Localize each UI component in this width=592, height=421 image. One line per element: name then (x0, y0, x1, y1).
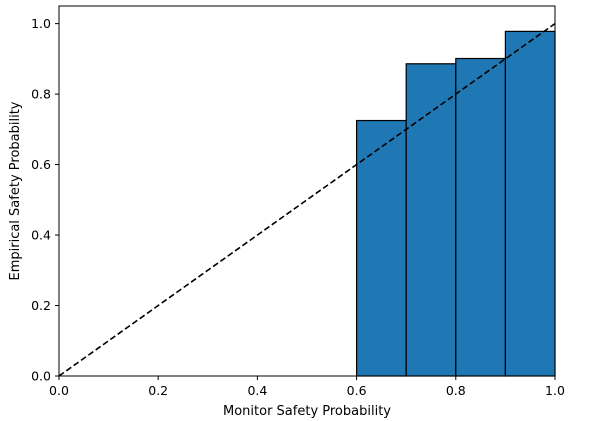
x-tick-label: 0.4 (247, 383, 267, 398)
bar-0 (356, 119, 407, 377)
y-tick-label: 0.4 (31, 228, 51, 243)
y-axis-ticks: 0.0 0.2 0.4 0.6 0.8 1.0 (31, 16, 59, 384)
x-tick-label: 1.0 (545, 383, 565, 398)
x-tick-label: 0.8 (446, 383, 466, 398)
y-tick-label: 1.0 (31, 16, 51, 31)
x-tick-label: 0.2 (148, 383, 168, 398)
x-tick-label: 0.0 (49, 383, 69, 398)
x-axis-label: Monitor Safety Probability (223, 404, 391, 419)
bars-group (356, 30, 556, 377)
reference-diagonal-line (58, 22, 556, 377)
y-tick-label: 0.2 (31, 298, 51, 313)
bar-3 (504, 30, 556, 377)
bar-1 (405, 63, 457, 377)
x-tick-label: 0.6 (347, 383, 367, 398)
y-axis-label: Empirical Safety Probability (8, 101, 23, 280)
plot-frame (58, 5, 556, 377)
y-tick-label: 0.8 (31, 87, 51, 102)
bar-2 (455, 57, 506, 377)
y-tick-label: 0.6 (31, 157, 51, 172)
reference-line-group (58, 22, 556, 377)
x-axis-ticks: 0.0 0.2 0.4 0.6 0.8 1.0 (49, 376, 565, 398)
y-tick-label: 0.0 (31, 369, 51, 384)
